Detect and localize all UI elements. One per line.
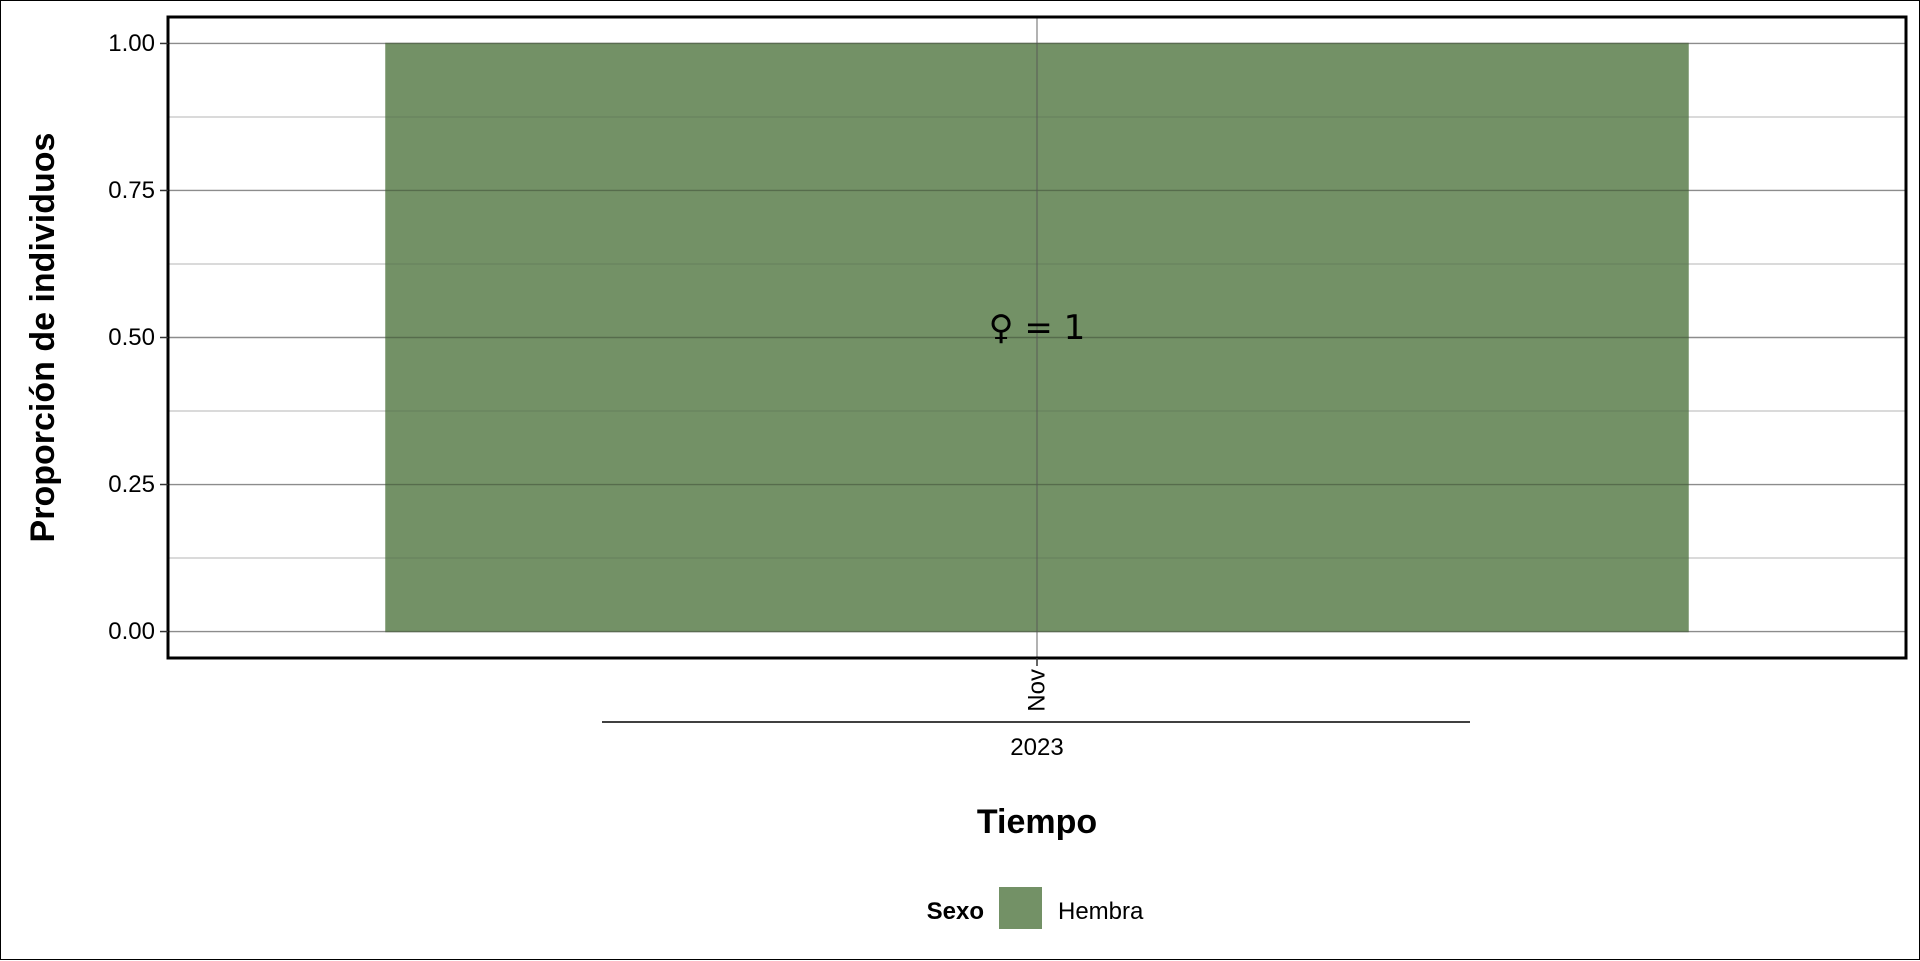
x-axis-title: Tiempo [977, 803, 1097, 841]
legend-label-hembra: Hembra [1058, 898, 1144, 925]
legend-title: Sexo [927, 898, 984, 925]
vertical-grid-layer [385, 17, 1689, 658]
bar-data-label: ♀ = 1 [989, 308, 1086, 348]
y-tick-label: 0.00 [108, 618, 155, 645]
y-axis-title: Proporción de individuos [24, 133, 62, 543]
x-tick-label: Nov [1024, 669, 1051, 712]
legend-key-hembra [999, 887, 1042, 929]
x-axis: Nov [1024, 658, 1051, 712]
y-tick-label: 0.25 [108, 471, 155, 498]
legend: Sexo Hembra [927, 887, 1144, 929]
y-tick-label: 0.75 [108, 177, 155, 204]
x-group-label: 2023 [1010, 734, 1063, 761]
y-tick-label: 1.00 [108, 30, 155, 57]
y-axis: 0.00 0.25 0.50 0.75 1.00 [108, 30, 168, 645]
y-tick-label: 0.50 [108, 324, 155, 351]
